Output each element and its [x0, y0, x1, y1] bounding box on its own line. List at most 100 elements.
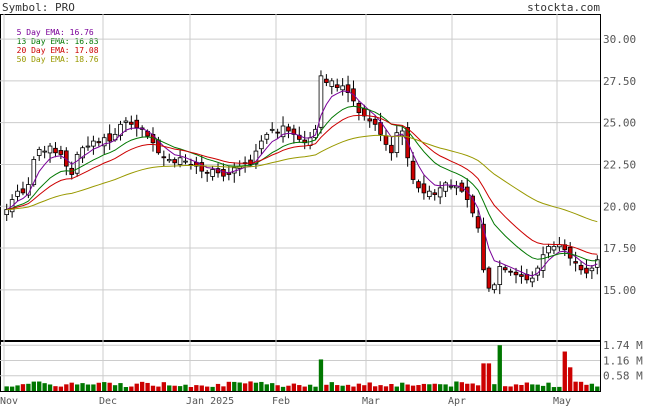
volume-bar — [383, 386, 389, 391]
candle — [58, 150, 64, 155]
volume-bar — [421, 383, 427, 391]
volume-bar — [107, 382, 112, 391]
ema5-line — [6, 90, 598, 277]
volume-bar — [232, 381, 237, 391]
volume-bar — [172, 385, 177, 391]
volume-bar — [335, 385, 340, 391]
volume-bar — [102, 382, 107, 391]
symbol-value: PRO — [54, 1, 75, 14]
candle — [85, 145, 91, 148]
volume-bar — [85, 384, 91, 391]
volume-bar — [486, 363, 492, 391]
volume-tick-label: 1.74 M — [603, 339, 643, 352]
candle — [172, 159, 177, 164]
volume-bar — [270, 383, 275, 391]
candle — [594, 259, 600, 268]
volume-bar — [329, 382, 334, 391]
volume-bar — [291, 383, 297, 391]
candle — [253, 150, 259, 165]
candle — [340, 85, 345, 91]
candle — [508, 270, 513, 273]
candle — [91, 140, 96, 147]
volume-bar — [595, 386, 600, 391]
volume-bar — [372, 386, 378, 391]
month-label: Apr — [448, 396, 466, 406]
volume-bar — [508, 386, 513, 391]
candle — [329, 80, 335, 87]
candle — [578, 264, 584, 271]
site-label: stockta.com — [527, 1, 600, 14]
candle — [362, 108, 367, 117]
volume-bar — [356, 383, 362, 391]
volume-tick-label: 1.16 M — [603, 354, 643, 367]
volume-bar — [215, 383, 221, 391]
month-label: Jan 2025 — [186, 396, 234, 406]
candle — [437, 187, 443, 198]
candle — [275, 131, 280, 134]
volume-bar — [345, 384, 351, 391]
candle — [53, 147, 58, 154]
candle — [421, 183, 427, 194]
candle — [502, 267, 508, 271]
volume-bar — [150, 385, 156, 391]
volume-bar — [80, 383, 85, 391]
volume-bar — [405, 384, 410, 391]
candle — [47, 145, 53, 154]
volume-bar — [129, 386, 134, 391]
candle — [573, 261, 578, 264]
ema50-legend: 50 Day EMA: 18.76 — [16, 55, 99, 64]
volume-bar — [481, 363, 486, 391]
volume-bar — [134, 383, 139, 391]
volume-bar — [400, 382, 405, 391]
candle — [432, 192, 438, 195]
volume-bar — [161, 382, 167, 391]
candle — [210, 169, 215, 177]
volume-bar — [351, 386, 356, 391]
candle — [199, 162, 205, 172]
volume-bar — [589, 383, 595, 391]
candle — [80, 147, 85, 159]
volume-bar — [437, 384, 443, 391]
volume-bar — [557, 386, 562, 391]
volume-bar — [26, 383, 31, 391]
volume-bar — [318, 359, 324, 391]
volume-bar — [20, 384, 26, 391]
month-label: Feb — [272, 396, 290, 406]
volume-bar — [546, 382, 551, 391]
candle — [318, 75, 324, 128]
price-tick-label: 22.50 — [603, 158, 636, 171]
candle — [101, 137, 107, 147]
volume-bar — [31, 381, 36, 391]
candle — [204, 171, 210, 174]
volume-bar — [551, 387, 557, 391]
candle — [324, 78, 329, 83]
month-label: Dec — [99, 396, 117, 406]
volume-bar — [221, 386, 226, 391]
volume-bar — [503, 386, 508, 391]
ema13-legend: 13 Day EMA: 16.83 — [16, 37, 99, 46]
candle — [334, 84, 340, 88]
candle — [470, 195, 475, 214]
volume-bar — [562, 351, 567, 391]
volume-bar — [313, 386, 318, 391]
volume-bar — [259, 381, 264, 391]
candle — [161, 156, 167, 159]
volume-bar — [568, 367, 573, 391]
volume-bar — [530, 384, 535, 391]
candle — [166, 159, 172, 162]
price-tick-label: 17.50 — [603, 242, 636, 255]
candle — [264, 133, 270, 140]
candle — [394, 132, 400, 153]
volume-bar — [226, 381, 232, 391]
volume-bar — [183, 384, 188, 391]
volume-bar — [454, 381, 459, 391]
candle — [497, 266, 503, 285]
candle — [454, 185, 459, 189]
volume-bar — [53, 386, 58, 391]
volume-bar — [448, 386, 454, 391]
volume-bar — [340, 385, 345, 391]
candle — [129, 121, 134, 125]
ema13-line — [6, 105, 598, 262]
volume-bar — [156, 386, 161, 391]
